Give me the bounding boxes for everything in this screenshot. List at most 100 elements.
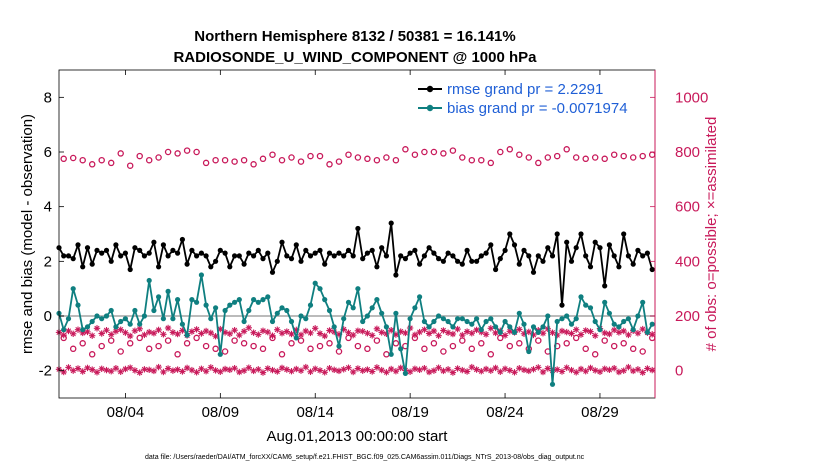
legend-box [413,77,650,119]
rmse-series-layer [56,220,655,308]
asterisk-stroke [298,368,304,374]
possible-obs-marker [639,152,646,160]
assimilated-obs-marker [278,330,286,337]
possible-obs-low-marker [221,348,229,355]
possible-obs-low-marker [164,337,172,344]
bias-data-point [592,318,598,325]
rmse-data-point [383,253,389,259]
asterisk-stroke [341,366,347,372]
asterisk-stroke [170,368,176,374]
assimilated-obs-marker [516,326,523,333]
assimilated-obs-low-marker [630,367,637,375]
assimilated-obs-low-marker [577,365,585,373]
rmse-data-point [312,250,318,256]
assimilated-obs-low-marker [103,366,110,374]
asterisk-stroke [84,329,91,335]
assimilated-obs-low-marker [65,364,72,371]
bias-data-point [61,327,67,333]
possible-obs-marker [164,148,172,156]
asterisk-stroke [640,369,646,376]
asterisk-stroke [118,327,124,333]
bias-data-point [222,307,228,314]
assimilated-obs-marker [459,331,466,339]
assimilated-obs-marker [359,328,366,335]
asterisk-stroke [246,365,252,371]
rmse-data-point [587,264,594,270]
possible-obs-low-marker [117,348,124,355]
rmse-data-point [156,264,162,270]
asterisk-stroke [246,325,252,331]
possible-obs-marker [411,151,419,158]
assimilated-obs-low-marker [440,367,447,375]
asterisk-stroke [260,328,266,334]
bias-data-point [374,297,380,303]
assimilated-obs-marker [378,329,385,336]
possible-obs-low-marker [535,337,542,344]
asterisk-stroke [606,331,613,337]
possible-obs-low-marker [563,340,570,347]
asterisk-stroke [379,329,385,335]
asterisk-stroke [436,365,442,371]
assimilated-obs-marker [274,326,281,333]
legend-bias-marker [426,104,434,112]
possible-obs-marker [449,147,457,154]
bias-data-point [194,299,200,305]
possible-obs-marker [553,152,561,160]
bias-data-point [421,318,427,325]
assimilated-obs-marker [416,328,423,336]
asterisk-stroke [274,368,280,375]
asterisk-stroke [65,364,72,370]
bias-data-point [488,316,494,322]
asterisk-stroke [625,364,632,370]
bias-data-point [402,370,408,376]
asterisk-stroke [388,327,394,333]
rmse-data-point [151,239,157,245]
possible-obs-low-marker [506,342,514,350]
legend: rmse grand pr = 2.2291 bias grand pr = -… [413,77,650,119]
possible-obs-marker [572,154,580,161]
bias-data-point [265,294,271,300]
assimilated-obs-marker [402,329,409,337]
asterisk-stroke [108,331,114,338]
assimilated-obs-marker [155,326,162,334]
asterisk-stroke [611,327,617,333]
bias-data-point [160,316,166,322]
rmse-data-point [284,253,290,259]
bias-data-point [559,316,565,322]
rmse-data-point [298,258,304,264]
assimilated-obs-marker [131,327,139,334]
x-tick-label: 08/09 [202,404,240,421]
bias-data-point [478,327,484,333]
asterisk-stroke [616,329,622,335]
asterisk-stroke [455,365,461,372]
bias-data-point [151,307,157,314]
bias-data-point [511,329,518,335]
asterisk-stroke [374,326,380,332]
y2-tick-label: 0 [675,363,683,380]
asterisk-stroke [345,365,352,371]
rmse-data-point [341,253,347,259]
bias-data-point [360,318,366,325]
bias-data-point [549,381,556,387]
assimilated-obs-low-marker [340,366,347,373]
assimilated-obs-low-marker [326,365,333,372]
possible-obs-marker [60,155,67,163]
rmse-data-point [265,250,271,256]
x-axis-label: Aug.01,2013 00:00:00 start [267,428,449,445]
possible-obs-low-marker [335,348,343,355]
asterisk-stroke [189,367,195,373]
bias-data-point [578,294,584,300]
assimilated-obs-low-marker [316,367,324,374]
rmse-data-point [241,261,247,267]
possible-obs-low-marker [421,345,428,353]
possible-obs-low-marker [231,337,238,344]
asterisk-stroke [89,333,95,339]
possible-obs-marker [345,151,352,158]
rmse-data-point [84,245,91,251]
asterisk-stroke [222,366,228,372]
asterisk-stroke [307,369,314,375]
possible-obs-marker [525,154,533,161]
bias-data-point [554,318,560,325]
asterisk-stroke [279,365,285,371]
rmse-data-point [350,253,356,259]
